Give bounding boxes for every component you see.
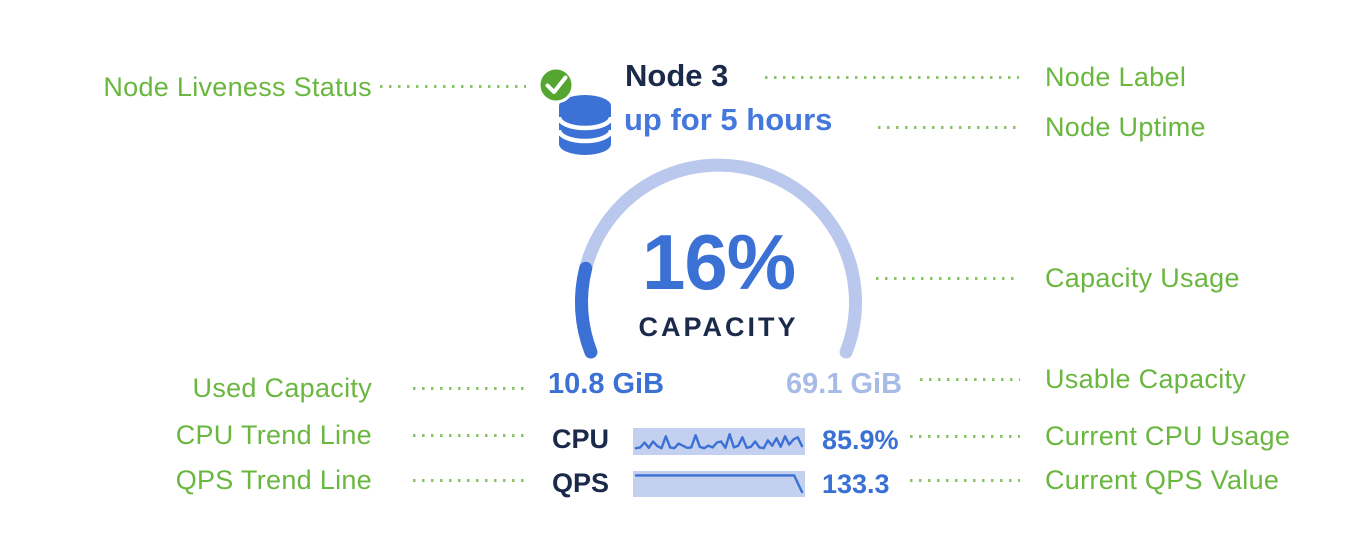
node-label: Node 3 (625, 58, 729, 93)
leader-line-current-cpu-usage (910, 435, 1020, 438)
cpu-trend-line-path (634, 432, 804, 450)
annotation-node-label: Node Label (1045, 62, 1187, 92)
leader-line-qps-trend (413, 479, 525, 482)
cpu-trend-sparkline (633, 428, 805, 455)
annotation-current-cpu-usage: Current CPU Usage (1045, 421, 1291, 451)
annotation-node-uptime: Node Uptime (1045, 112, 1206, 142)
leader-line-node-liveness (380, 85, 526, 88)
capacity-usage-percent: 16% (641, 218, 796, 306)
annotation-cpu-trend-line: CPU Trend Line (175, 420, 372, 450)
database-node-icon (537, 66, 614, 155)
annotation-current-qps-value: Current QPS Value (1045, 465, 1280, 495)
used-capacity-value: 10.8 GiB (548, 368, 665, 400)
capacity-gauge (575, 158, 862, 359)
qps-value: 133.3 (822, 469, 890, 499)
leader-line-used-capacity (413, 387, 525, 390)
qps-trend-sparkline (633, 471, 805, 497)
leader-line-capacity-usage (876, 277, 1020, 280)
qps-trend-line-path (634, 474, 804, 494)
gauge-fill-arc (575, 261, 598, 359)
leader-line-usable-capacity (920, 378, 1020, 381)
leader-line-current-qps-value (910, 479, 1020, 482)
annotation-node-liveness-status: Node Liveness Status (103, 72, 372, 102)
annotation-qps-trend-line: QPS Trend Line (175, 465, 372, 495)
leader-line-node-uptime (878, 126, 1020, 129)
annotation-usable-capacity: Usable Capacity (1045, 364, 1247, 394)
node-uptime: up for 5 hours (624, 102, 833, 137)
qps-label: QPS (552, 468, 610, 498)
usable-capacity-value: 69.1 GiB (786, 368, 903, 400)
liveness-check-icon (537, 66, 575, 104)
leader-line-cpu-trend (413, 434, 525, 437)
leader-line-node-label (765, 76, 1019, 79)
annotation-used-capacity: Used Capacity (192, 373, 372, 403)
cpu-label: CPU (552, 424, 610, 454)
annotation-capacity-usage: Capacity Usage (1045, 263, 1240, 293)
gauge-caption: CAPACITY (638, 312, 799, 342)
database-icon (556, 95, 614, 155)
cpu-usage-value: 85.9% (822, 425, 899, 455)
